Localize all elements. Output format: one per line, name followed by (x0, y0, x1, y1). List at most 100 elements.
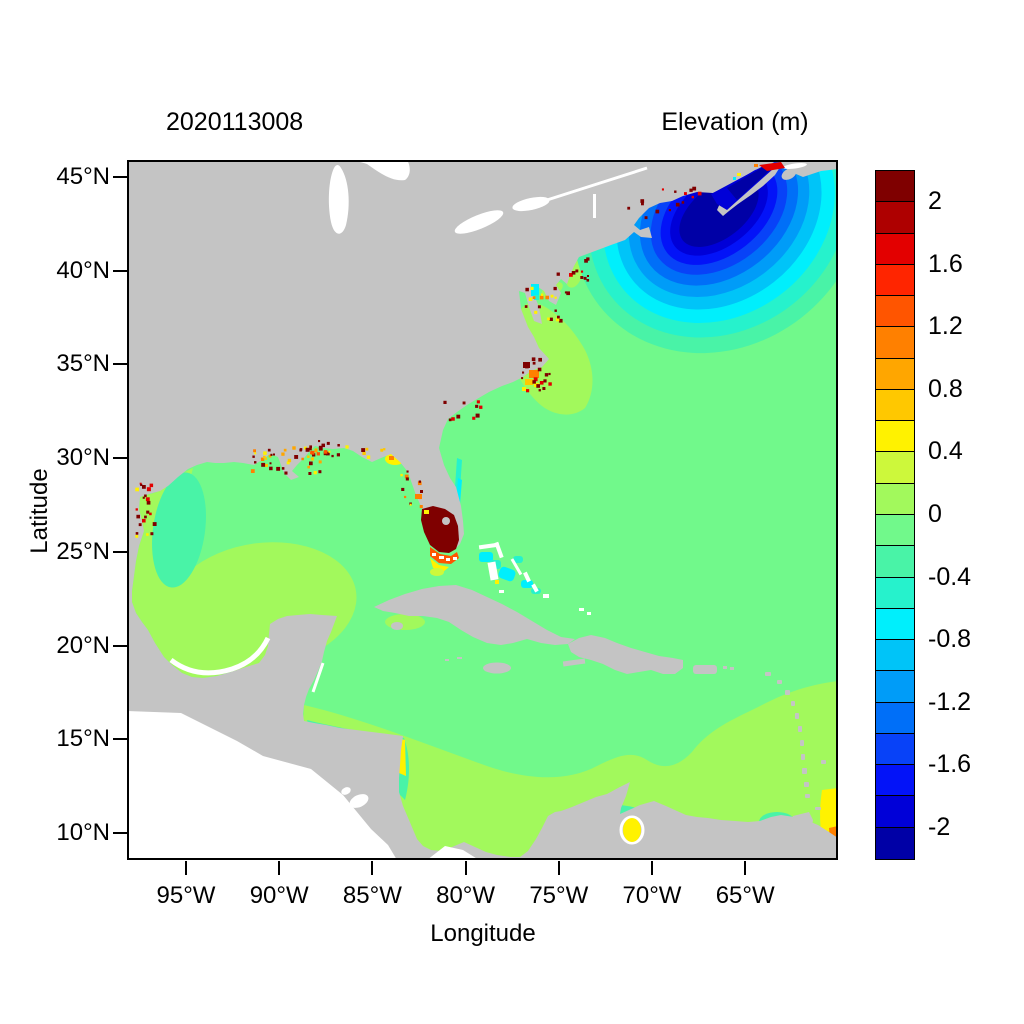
virgin-islands-2 (730, 667, 734, 670)
colorbar-tick-label: 1.2 (928, 312, 963, 341)
chesapeake-cyan (531, 284, 539, 296)
coastal-speckle (263, 451, 267, 455)
bay-of-fundy-core (727, 166, 770, 200)
y-axis-tick-label: 15°N (56, 725, 110, 753)
coastal-speckle (146, 500, 151, 505)
cuba (374, 585, 575, 645)
pamlico-amber (525, 379, 533, 385)
prince-edward-island-strait (783, 163, 807, 169)
coastal-speckle (543, 379, 547, 383)
coastal-speckle (532, 380, 536, 384)
coastal-speckle (556, 272, 560, 276)
x-axis-tick-label: 95°W (156, 882, 216, 909)
x-axis-tick-label: 65°W (715, 882, 775, 909)
south-florida-orange-fringe (430, 547, 459, 564)
virgin-islands (723, 666, 727, 669)
coastal-speckle (286, 461, 290, 465)
colorbar-cell (875, 795, 915, 829)
lake-maracaibo-high (623, 818, 641, 842)
coastal-speckle (260, 457, 265, 461)
region-south-caribbean (297, 681, 838, 860)
jamaica (483, 662, 511, 674)
colorbar-cell (875, 326, 915, 360)
coastal-speckle (326, 441, 330, 445)
colorbar-cell (875, 670, 915, 704)
coastal-speckle (532, 361, 536, 365)
x-axis-tick (744, 861, 747, 875)
coastal-speckle (418, 480, 421, 483)
coastal-speckle (550, 294, 554, 298)
colorbar-cell (875, 826, 915, 860)
coastal-speckle (150, 532, 154, 536)
coastal-speckle (144, 494, 147, 498)
coastal-speckle (307, 465, 310, 469)
map-plot (127, 160, 838, 860)
coastal-speckle (310, 457, 314, 461)
coastal-speckle (301, 457, 304, 461)
coastal-speckle (323, 450, 328, 454)
lake-ontario (512, 196, 550, 212)
coastal-speckle (361, 448, 366, 452)
y-axis-tick-label: 40°N (56, 256, 110, 284)
coastal-speckle (476, 400, 480, 404)
x-axis-tick-label: 90°W (249, 882, 309, 909)
x-axis-tick-label: 70°W (622, 882, 682, 909)
coastal-speckle (545, 295, 549, 300)
x-axis-tick (557, 861, 560, 875)
lake-okeechobee (442, 517, 450, 525)
coastal-speckle (536, 384, 540, 388)
coastal-speckle (674, 190, 677, 193)
coastal-speckle (269, 462, 272, 465)
coastal-speckle (553, 286, 557, 291)
lake-erie (454, 210, 504, 234)
coastal-speckle (294, 455, 299, 459)
coastal-speckle (309, 447, 312, 451)
colorbar-tick-label: 2 (928, 187, 942, 216)
coastal-speckle (318, 446, 323, 451)
coastal-speckle (549, 317, 553, 321)
coastal-speckle (264, 463, 268, 467)
lake-champlain (593, 194, 596, 218)
gulf-of-panama-no-data (427, 846, 479, 860)
lake-maracaibo-ring (619, 815, 645, 845)
colorbar-tick-label: -0.8 (928, 625, 972, 654)
coastal-speckle (299, 449, 302, 452)
colorbar-cell (875, 420, 915, 454)
coastal-speckle (152, 522, 157, 526)
y-axis-tick (113, 176, 127, 178)
tampa-orange (415, 494, 422, 499)
feature-overlays-layer (415, 162, 826, 845)
coastal-speckle (569, 273, 573, 277)
x-axis-tick (651, 861, 653, 875)
coastal-speckle (554, 309, 557, 312)
bahamas-islands (478, 541, 591, 615)
coastal-speckle (675, 202, 680, 207)
colorbar-cell (875, 607, 915, 642)
colorbar-cell (875, 576, 915, 610)
lake-managua (341, 787, 351, 795)
florida-bay-greenyellow (430, 568, 444, 576)
coastal-speckle (575, 269, 579, 273)
x-axis-tick (278, 861, 281, 875)
y-axis-tick-label: 25°N (56, 537, 110, 565)
coastal-speckle (475, 404, 479, 408)
y-axis-tick-label: 30°N (56, 444, 110, 472)
figure-title: 2020113008 (166, 108, 304, 136)
coastal-speckle (366, 455, 371, 459)
y-axis-tick (113, 831, 127, 834)
coastal-speckle (475, 413, 480, 418)
colorbar-tick-label: -0.4 (928, 562, 972, 591)
pacific-no-data (127, 711, 397, 860)
coastal-speckle (544, 373, 549, 377)
lake-huron (353, 160, 410, 181)
coastal-speckle (136, 514, 140, 519)
colorbar-cell (875, 764, 915, 798)
coastal-speckle (309, 445, 312, 449)
colorbar (875, 169, 915, 860)
colorbar-tick-label: 0 (928, 500, 942, 528)
fundy-dot-cyan (733, 177, 736, 180)
coastal-speckle (314, 448, 318, 452)
coastal-speckle (135, 487, 139, 492)
coastal-speckle (538, 389, 541, 392)
